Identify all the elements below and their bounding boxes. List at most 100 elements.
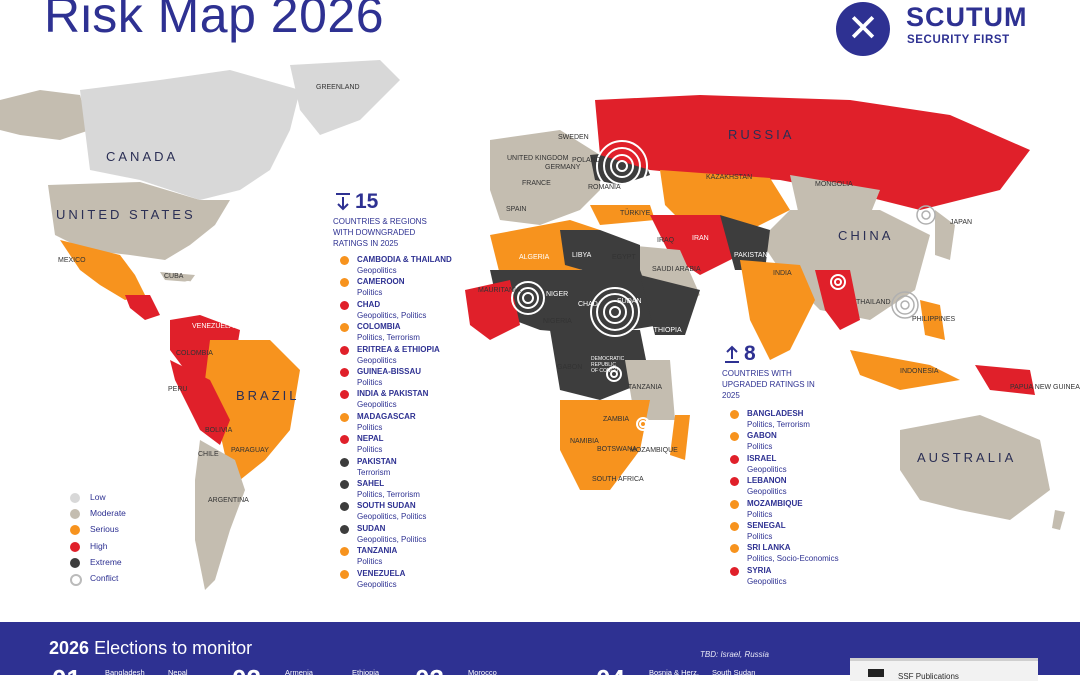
risk-level-dot xyxy=(340,412,349,422)
conflict-south-china-sea xyxy=(891,291,919,319)
legend-label: Serious xyxy=(90,524,119,535)
region-cuba xyxy=(160,272,195,282)
item-detail: Geopolitics xyxy=(747,464,787,474)
label-philippines: PHILIPPINES xyxy=(912,316,956,323)
brand-tagline: SECURITY FIRST xyxy=(907,34,1010,46)
label-papua: PAPUA NEW GUINEA xyxy=(1010,384,1080,391)
election-name-2b: Ethiopia xyxy=(352,668,380,677)
risk-level-dot xyxy=(730,544,739,554)
label-iran: IRAN xyxy=(692,235,709,242)
item-name: SRI LANKA xyxy=(747,543,791,553)
label-niger: NIGER xyxy=(546,291,569,298)
election-column-num-2: 02 xyxy=(232,664,261,694)
label-zambia: ZAMBIA xyxy=(603,416,630,423)
risk-level-dot xyxy=(730,566,739,576)
election-name-4a: Bosnia & Herz. xyxy=(649,668,700,677)
label-greenland: GREENLAND xyxy=(316,84,360,91)
legend-label: High xyxy=(90,540,108,551)
region-mexico xyxy=(60,240,145,300)
legend-swatch xyxy=(70,525,80,536)
label-chile: CHILE xyxy=(198,451,219,458)
legend-item: Serious xyxy=(70,524,160,538)
label-canada: CANADA xyxy=(106,149,179,164)
risk-level-dot xyxy=(340,457,349,467)
risk-level-dot xyxy=(340,547,349,557)
risk-level-dot xyxy=(730,410,739,419)
logo-x-glyph: ✕ xyxy=(847,6,879,50)
risk-level-dot xyxy=(730,477,739,487)
label-turkey: TÜRKIYE xyxy=(620,210,651,217)
region-horn xyxy=(640,275,700,335)
item-name: INDIA & PAKISTAN xyxy=(357,389,429,399)
item-name: SUDAN xyxy=(357,523,386,533)
region-turkey xyxy=(590,205,655,225)
footer-title-year: 2026 xyxy=(49,638,90,658)
election-name-1a: Bangladesh xyxy=(105,668,145,677)
risk-level-dot xyxy=(340,390,349,400)
label-germany: GERMANY xyxy=(545,164,581,171)
brand-logo[interactable]: ✕ SCUTUM SECURITY FIRST xyxy=(836,2,1046,62)
item-detail: Politics xyxy=(747,442,773,452)
label-iraq: IRAQ xyxy=(657,237,675,244)
item-detail: Politics xyxy=(357,288,383,298)
conflict-sahel xyxy=(511,281,545,315)
region-central-america xyxy=(125,295,160,320)
label-nigeria: NIGERIA xyxy=(543,318,572,325)
item-detail: Politics xyxy=(747,532,773,541)
item-detail: Geopolitics xyxy=(357,400,397,410)
risk-level-dot xyxy=(340,278,349,288)
legend-label: Moderate xyxy=(90,508,126,519)
region-libya-egypt xyxy=(560,230,640,275)
footer-title-rest: Elections to monitor xyxy=(94,638,253,658)
list-item: SOUTH SUDAN Geopolitics, Politics xyxy=(340,501,510,523)
label-russia: RUSSIA xyxy=(728,127,795,142)
risk-level-dot xyxy=(340,524,349,534)
item-name: GABON xyxy=(747,431,777,441)
world-risk-map[interactable] xyxy=(0,60,1080,620)
downgraded-count: 15 xyxy=(355,190,379,213)
conflict-drc xyxy=(606,366,622,382)
legend-item: Extreme xyxy=(70,557,160,571)
item-name: SYRIA xyxy=(747,565,772,575)
label-brazil: BRAZIL xyxy=(236,388,300,403)
election-name-3a: Morocco xyxy=(468,668,497,677)
risk-level-dot xyxy=(340,345,349,355)
legend-swatch xyxy=(70,541,80,552)
x-mark-icon xyxy=(836,2,890,56)
label-bolivia: BOLIVIA xyxy=(205,427,233,434)
conflict-mozambique xyxy=(636,417,650,431)
risk-level-dot xyxy=(340,368,349,377)
risk-level-dot xyxy=(730,499,739,509)
item-detail: Geopolitics, Politics xyxy=(357,512,427,522)
item-name: CAMBODIA & THAILAND xyxy=(357,255,452,264)
legend-swatch xyxy=(70,493,80,503)
list-item: VENEZUELA Geopolitics xyxy=(340,569,510,591)
publications-card[interactable]: SSF Publications xyxy=(850,658,1038,681)
downgraded-subtitle: COUNTRIES & REGIONS WITH DOWNGRADED RATI… xyxy=(333,217,427,248)
item-detail: Terrorism xyxy=(357,467,391,477)
item-detail: Geopolitics xyxy=(357,355,397,365)
item-name: MADAGASCAR xyxy=(357,411,416,421)
region-europe xyxy=(490,130,600,225)
region-southeast-asia xyxy=(815,270,860,330)
label-france: FRANCE xyxy=(522,180,551,187)
conflict-markers xyxy=(181,140,846,431)
label-sweden: SWEDEN xyxy=(558,134,589,141)
region-indonesia xyxy=(850,350,960,390)
arrow-up-icon xyxy=(725,345,739,363)
risk-level-dot xyxy=(730,454,739,464)
risk-level-dot xyxy=(340,256,349,265)
label-pakistan: PAKISTAN xyxy=(734,252,768,259)
region-madagascar xyxy=(670,415,690,460)
label-paraguay: PARAGUAY xyxy=(231,447,269,454)
list-item: BANGLADESH Politics, Terrorism xyxy=(730,409,900,431)
list-item: ISRAEL Geopolitics xyxy=(730,454,900,476)
list-item: GABON Politics xyxy=(730,431,900,453)
item-detail: Politics xyxy=(357,557,383,567)
item-detail: Politics, Socio-Economics xyxy=(747,554,839,564)
region-southern-africa xyxy=(560,400,650,490)
label-indonesia: INDONESIA xyxy=(900,368,939,375)
conflict-markers-gray xyxy=(891,205,936,319)
item-detail: Geopolitics, Politics xyxy=(357,534,427,544)
list-item: INDIA & PAKISTAN Geopolitics xyxy=(340,389,510,411)
